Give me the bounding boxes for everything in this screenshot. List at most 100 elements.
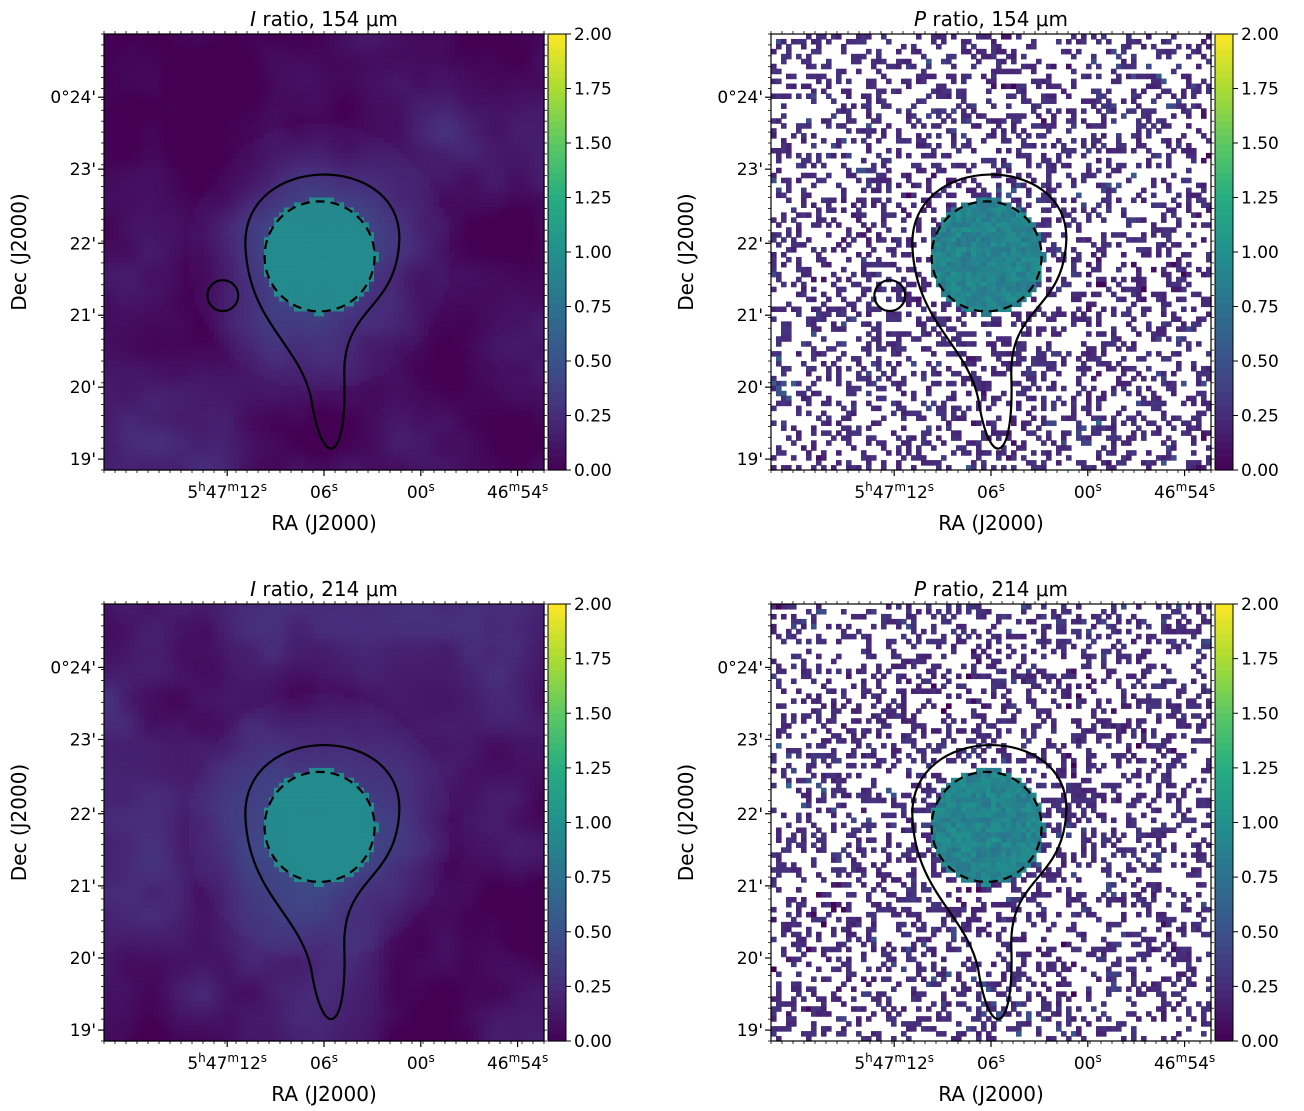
heatmap-cell	[274, 59, 280, 65]
heatmap-cell	[274, 103, 280, 109]
heatmap-cell	[164, 336, 170, 342]
heatmap-cell	[254, 123, 260, 129]
heatmap-cell	[249, 252, 255, 258]
heatmap-cell	[264, 202, 270, 208]
heatmap-cell	[249, 34, 255, 40]
heatmap-cell	[304, 341, 310, 347]
heatmap-cell	[289, 89, 295, 95]
heatmap-cell	[289, 193, 295, 199]
heatmap-cell	[189, 143, 195, 149]
heatmap-cell	[249, 247, 255, 253]
heatmap-cell	[189, 207, 195, 213]
heatmap-cell	[154, 391, 160, 397]
heatmap-cell	[289, 148, 295, 154]
heatmap-cell	[209, 163, 215, 169]
heatmap-cell	[209, 321, 215, 327]
heatmap-cell	[289, 49, 295, 55]
heatmap-cell	[289, 311, 295, 317]
heatmap-cell	[164, 227, 170, 233]
heatmap-cell	[114, 282, 120, 288]
heatmap-cell	[269, 98, 275, 104]
heatmap-cell	[209, 450, 215, 456]
heatmap-cell	[114, 257, 120, 263]
heatmap-cell	[219, 69, 225, 75]
heatmap-cell	[154, 227, 160, 233]
heatmap-cell	[144, 406, 150, 412]
heatmap-cell	[229, 69, 235, 75]
heatmap-cell	[129, 123, 135, 129]
heatmap-cell	[304, 277, 310, 283]
heatmap-cell	[174, 217, 180, 223]
heatmap-cell	[114, 326, 120, 332]
heatmap-cell	[124, 39, 130, 45]
heatmap-cell	[124, 272, 130, 278]
heatmap-cell	[119, 321, 125, 327]
heatmap-cell	[109, 198, 115, 204]
heatmap-cell	[224, 272, 230, 278]
heatmap-cell	[259, 435, 265, 441]
heatmap-cell	[114, 69, 120, 75]
heatmap-cell	[229, 326, 235, 332]
heatmap-cell	[114, 202, 120, 208]
heatmap-cell	[129, 346, 135, 352]
heatmap-cell	[109, 460, 115, 466]
heatmap-cell	[189, 193, 195, 199]
heatmap-cell	[234, 435, 240, 441]
heatmap-cell	[234, 163, 240, 169]
heatmap-cell	[234, 84, 240, 90]
heatmap-cell	[199, 128, 205, 134]
heatmap-cell	[189, 346, 195, 352]
heatmap-cell	[139, 168, 145, 174]
heatmap-cell	[244, 69, 250, 75]
heatmap-cell	[254, 128, 260, 134]
heatmap-cell	[204, 128, 210, 134]
heatmap-cell	[139, 188, 145, 194]
heatmap-cell	[284, 302, 290, 308]
heatmap-cell	[129, 207, 135, 213]
heatmap-cell	[124, 257, 130, 263]
heatmap-cell	[244, 54, 250, 60]
heatmap-cell	[214, 69, 220, 75]
heatmap-cell	[114, 336, 120, 342]
heatmap-cell	[174, 183, 180, 189]
heatmap-cell	[239, 89, 245, 95]
heatmap-cell	[124, 267, 130, 273]
heatmap-cell	[149, 366, 155, 372]
heatmap-cell	[199, 64, 205, 70]
heatmap-cell	[109, 420, 115, 426]
heatmap-cell	[169, 168, 175, 174]
heatmap-cell	[104, 69, 110, 75]
heatmap-cell	[264, 148, 270, 154]
heatmap-cell	[159, 89, 165, 95]
heatmap-cell	[199, 396, 205, 402]
heatmap-cell	[264, 411, 270, 417]
heatmap-cell	[104, 148, 110, 154]
heatmap-cell	[139, 411, 145, 417]
heatmap-cell	[119, 178, 125, 184]
heatmap-cell	[219, 356, 225, 362]
heatmap-cell	[144, 341, 150, 347]
heatmap-cell	[154, 173, 160, 179]
heatmap-cell	[114, 381, 120, 387]
heatmap-cell	[114, 183, 120, 189]
heatmap-cell	[204, 123, 210, 129]
heatmap-cell	[149, 168, 155, 174]
heatmap-cell	[129, 133, 135, 139]
heatmap-cell	[139, 267, 145, 273]
heatmap-cell	[134, 222, 140, 228]
heatmap-cell	[294, 212, 300, 218]
heatmap-cell	[184, 356, 190, 362]
heatmap-cell	[114, 247, 120, 253]
heatmap-cell	[239, 455, 245, 461]
heatmap-cell	[214, 455, 220, 461]
heatmap-cell	[124, 302, 130, 308]
heatmap-cell	[289, 59, 295, 65]
heatmap-cell	[244, 386, 250, 392]
heatmap-cell	[149, 376, 155, 382]
heatmap-cell	[109, 148, 115, 154]
heatmap-cell	[119, 98, 125, 104]
heatmap-cell	[234, 272, 240, 278]
heatmap-cell	[249, 411, 255, 417]
heatmap-cell	[284, 113, 290, 119]
heatmap-cell	[124, 430, 130, 436]
